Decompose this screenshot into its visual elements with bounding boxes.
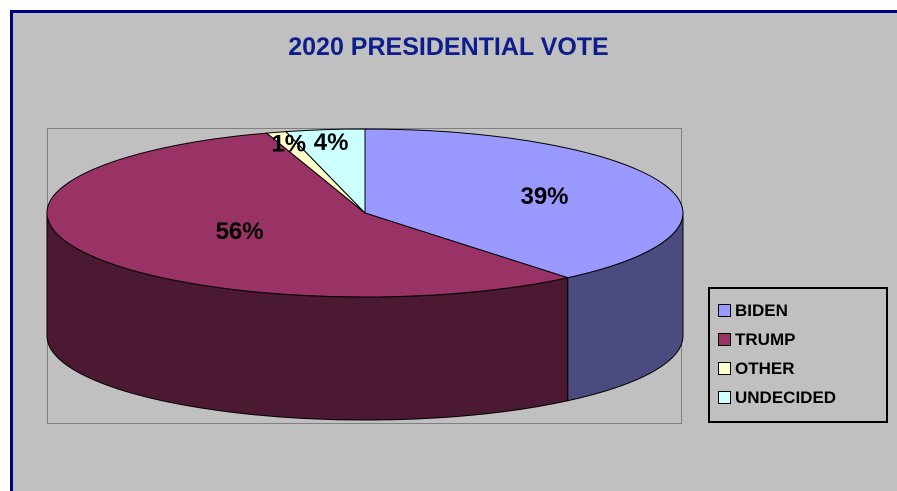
- data-label-other: 1%: [271, 131, 306, 158]
- legend-swatch-undecided: [718, 391, 731, 404]
- legend-item-undecided: UNDECIDED: [718, 383, 886, 412]
- pie-slice-trump: [46, 132, 570, 298]
- legend-label-biden: BIDEN: [735, 300, 788, 320]
- data-label-biden: 39%: [520, 183, 568, 210]
- pie-slice-undecided: [284, 128, 366, 215]
- legend: BIDEN TRUMP OTHER UNDECIDED: [708, 287, 888, 423]
- legend-item-trump: TRUMP: [718, 325, 886, 354]
- legend-swatch-biden: [718, 304, 731, 317]
- legend-item-biden: BIDEN: [718, 296, 886, 325]
- data-label-trump: 56%: [216, 218, 264, 245]
- legend-item-other: OTHER: [718, 354, 886, 383]
- legend-swatch-trump: [718, 333, 731, 346]
- chart-title: 2020 PRESIDENTIAL VOTE: [288, 33, 609, 61]
- legend-label-other: OTHER: [735, 358, 795, 378]
- legend-label-undecided: UNDECIDED: [735, 387, 837, 407]
- pie-chart: 39% 56% 1% 4%: [46, 128, 684, 421]
- legend-swatch-other: [718, 362, 731, 375]
- data-label-undecided: 4%: [314, 129, 349, 156]
- pie-slice-biden: [364, 128, 684, 279]
- legend-label-trump: TRUMP: [735, 329, 796, 349]
